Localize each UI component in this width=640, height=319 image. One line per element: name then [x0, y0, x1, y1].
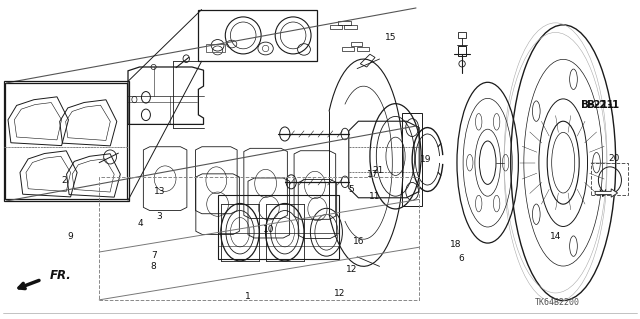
Text: 3: 3: [156, 212, 161, 221]
Bar: [357, 47, 369, 51]
Text: 10: 10: [263, 225, 275, 234]
Text: 13: 13: [154, 187, 166, 196]
Text: B-21: B-21: [587, 100, 614, 110]
Bar: [344, 25, 357, 29]
Text: 15: 15: [385, 33, 396, 42]
Text: 4: 4: [138, 219, 143, 228]
Text: 14: 14: [550, 232, 561, 241]
Bar: [198, 10, 317, 61]
Polygon shape: [595, 189, 618, 197]
Bar: [4, 81, 129, 201]
Bar: [338, 21, 351, 25]
Text: 12: 12: [346, 265, 358, 274]
Bar: [458, 46, 466, 56]
Text: FR.: FR.: [49, 269, 71, 282]
Text: 12: 12: [333, 289, 345, 298]
Text: TK64B2200: TK64B2200: [534, 298, 579, 307]
Text: 16: 16: [353, 237, 364, 246]
Text: 6: 6: [458, 254, 463, 263]
Text: 20: 20: [609, 154, 620, 163]
Text: 11: 11: [369, 192, 380, 201]
Text: 19: 19: [420, 155, 431, 164]
Bar: [351, 42, 362, 46]
Text: 5: 5: [348, 185, 353, 194]
Text: 9: 9: [68, 232, 73, 241]
Text: 17: 17: [367, 170, 378, 179]
Bar: [218, 195, 339, 259]
Bar: [458, 32, 466, 38]
Bar: [99, 177, 419, 300]
Text: 7: 7: [151, 251, 156, 260]
Bar: [206, 44, 225, 52]
Bar: [5, 83, 127, 199]
Text: 8: 8: [151, 262, 156, 271]
Text: B-21-1: B-21-1: [581, 100, 620, 110]
Bar: [330, 25, 342, 29]
Text: 18: 18: [450, 240, 461, 249]
Text: 21: 21: [372, 166, 383, 175]
Text: 1: 1: [246, 292, 251, 301]
Bar: [342, 47, 354, 51]
Bar: [591, 163, 628, 195]
Text: 2: 2: [61, 176, 67, 185]
